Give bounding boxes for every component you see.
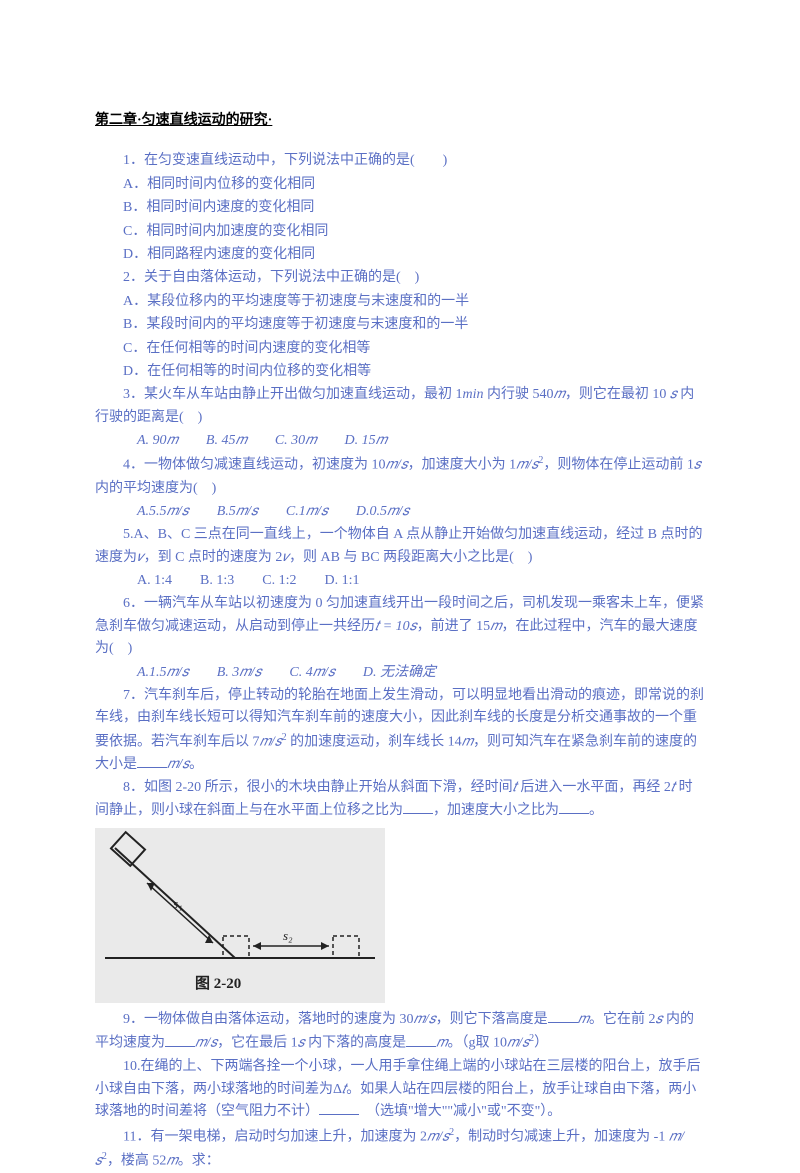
s1-label: s₁ bbox=[173, 896, 183, 911]
q9-a: 9．一物体做自由落体运动，落地时的速度为 30 bbox=[123, 1012, 414, 1027]
q4-stem: 4．一物体做匀减速直线运动，初速度为 10𝑚/𝑠，加速度大小为 1𝑚/𝑠2，则物… bbox=[95, 453, 705, 499]
q3-b: 内行驶 540 bbox=[484, 387, 554, 402]
q1-opt-d: D．相同路程内速度的变化相同 bbox=[95, 244, 705, 266]
q3-c: ，则它在最初 10 bbox=[565, 387, 667, 402]
q2-opt-a: A．某段位移内的平均速度等于初速度与末速度和的一半 bbox=[95, 291, 705, 313]
q11-c: ，楼高 52 bbox=[107, 1153, 167, 1168]
q4-a: 4．一物体做匀减速直线运动，初速度为 10 bbox=[123, 458, 386, 473]
q6-b: ，前进了 15 bbox=[417, 619, 491, 634]
q9-h: ） bbox=[534, 1036, 548, 1051]
q11-b: ，制动时匀减速上升，加速度为 -1 bbox=[454, 1129, 669, 1144]
q8-stem: 8．如图 2-20 所示，很小的木块由静止开始从斜面下滑，经时间𝑡 后进入一水平… bbox=[95, 777, 705, 822]
blank-9c bbox=[406, 1046, 436, 1047]
blank-10 bbox=[319, 1114, 359, 1115]
q9-c: 。它在前 2 bbox=[589, 1012, 656, 1027]
q4-c: ，则物体在停止运动前 1 bbox=[543, 458, 694, 473]
q9-g: 。（g取 10 bbox=[447, 1036, 507, 1051]
s2-label: s₂ bbox=[283, 928, 293, 943]
q1-stem: 1．在匀变速直线运动中，下列说法中正确的是( ) bbox=[95, 150, 705, 172]
q7-b: 的加速度运动，刹车线长 14 bbox=[287, 734, 462, 749]
content-body: 1．在匀变速直线运动中，下列说法中正确的是( ) A．相同时间内位移的变化相同 … bbox=[95, 150, 705, 1172]
q10-c: （选填"增大""减小"或"不变"）。 bbox=[373, 1104, 561, 1119]
blank-8b bbox=[559, 813, 589, 814]
q11-d: 。求： bbox=[178, 1153, 220, 1168]
q5-b: ，到 C 点时的速度为 2 bbox=[144, 550, 283, 565]
q11-stem: 11．有一架电梯，启动时匀加速上升，加速度为 2𝑚/𝑠2，制动时匀减速上升，加速… bbox=[95, 1125, 705, 1173]
q9-stem: 9．一物体做自由落体运动，落地时的速度为 30𝑚/𝑠，则它下落高度是𝑚。它在前 … bbox=[95, 1009, 705, 1055]
q2-opt-c: C．在任何相等的时间内速度的变化相等 bbox=[95, 338, 705, 360]
q6-stem: 6．一辆汽车从车站以初速度为 0 匀加速直线开出一段时间之后，司机发现一乘客未上… bbox=[95, 593, 705, 660]
q4-d: 内的平均速度为( ) bbox=[95, 481, 216, 496]
q3-a: 3．某火车从车站由静止开出做匀加速直线运动，最初 1 bbox=[123, 387, 463, 402]
q4-b: ，加速度大小为 1 bbox=[408, 458, 517, 473]
q11-a: 11．有一架电梯，启动时匀加速上升，加速度为 2 bbox=[123, 1129, 427, 1144]
q10-stem: 10.在绳的上、下两端各拴一个小球，一人用手拿住绳上端的小球站在三层楼的阳台上，… bbox=[95, 1056, 705, 1123]
blank-9b bbox=[165, 1046, 195, 1047]
q3-opts: A. 90𝑚 B. 45𝑚 C. 30𝑚 D. 15𝑚 bbox=[95, 430, 705, 452]
figure-caption: 图 2-20 bbox=[195, 975, 241, 992]
q6-opts: A.1.5𝑚/𝑠 B. 3𝑚/𝑠 C. 4𝑚/𝑠 D. 无法确定 bbox=[95, 662, 705, 684]
q8-a: 8．如图 2-20 所示，很小的木块由静止开始从斜面下滑，经时间 bbox=[123, 780, 513, 795]
q4-opts: A.5.5𝑚/𝑠 B.5𝑚/𝑠 C.1𝑚/𝑠 D.0.5𝑚/𝑠 bbox=[95, 501, 705, 523]
q9-f: 内下落的高度是 bbox=[305, 1036, 407, 1051]
q8-b: 后进入一水平面，再经 2 bbox=[517, 780, 671, 795]
q1-opt-c: C．相同时间内加速度的变化相同 bbox=[95, 221, 705, 243]
q5-opts: A. 1:4 B. 1:3 C. 1:2 D. 1:1 bbox=[95, 570, 705, 592]
q7-d: 。 bbox=[189, 757, 203, 772]
q2-opt-d: D．在任何相等的时间内位移的变化相等 bbox=[95, 361, 705, 383]
q2-opt-b: B．某段时间内的平均速度等于初速度与末速度和的一半 bbox=[95, 314, 705, 336]
blank-7 bbox=[137, 767, 167, 768]
q8-e: 。 bbox=[589, 803, 603, 818]
q1-opt-b: B．相同时间内速度的变化相同 bbox=[95, 197, 705, 219]
q1-opt-a: A．相同时间内位移的变化相同 bbox=[95, 174, 705, 196]
q8-d: ，加速度大小之比为 bbox=[433, 803, 559, 818]
q3-stem: 3．某火车从车站由静止开出做匀加速直线运动，最初 1min 内行驶 540𝑚，则… bbox=[95, 384, 705, 429]
q9-b: ，则它下落高度是 bbox=[436, 1012, 548, 1027]
blank-9a bbox=[548, 1022, 578, 1023]
q5-c: ，则 AB 与 BC 两段距离大小之比是( ) bbox=[289, 550, 532, 565]
chapter-title: 第二章·匀速直线运动的研究· bbox=[95, 110, 705, 132]
q5-stem: 5.A、B、C 三点在同一直线上，一个物体自 A 点从静止开始做匀加速直线运动，… bbox=[95, 524, 705, 569]
blank-8a bbox=[403, 813, 433, 814]
q7-stem: 7．汽车刹车后，停止转动的轮胎在地面上发生滑动，可以明显地看出滑动的痕迹，即常说… bbox=[95, 685, 705, 776]
q9-e: ，它在最后 1 bbox=[217, 1036, 298, 1051]
q2-stem: 2．关于自由落体运动，下列说法中正确的是( ) bbox=[95, 267, 705, 289]
figure-2-20: s₁ s₂ 图 2-20 bbox=[95, 828, 705, 1003]
